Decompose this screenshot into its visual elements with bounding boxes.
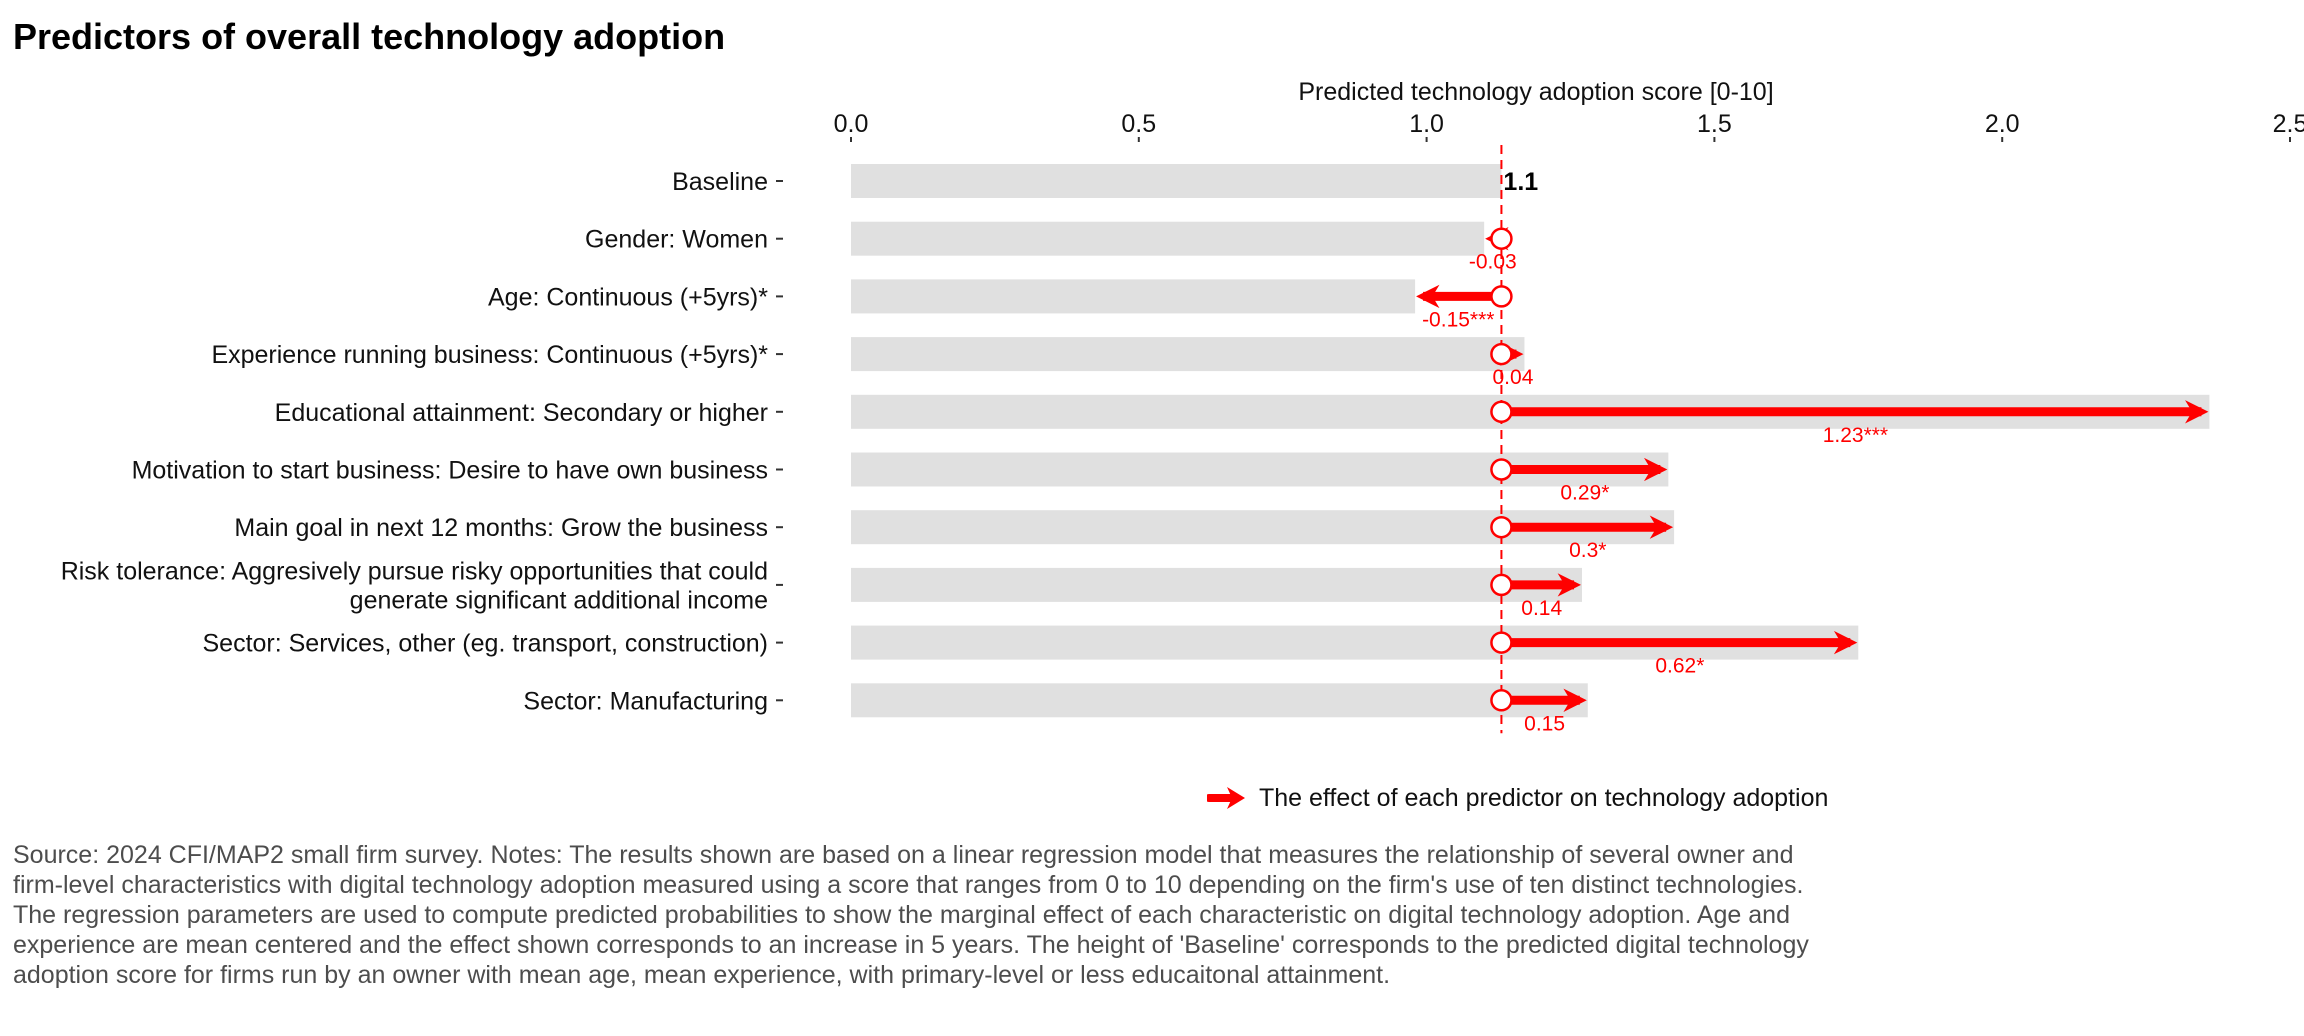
category-label: Motivation to start business: Desire to … [132,457,768,485]
x-axis: 0.0 0.5 1.0 1.5 2.0 2.5 [834,110,2304,142]
effect-value-label: 0.15 [1524,712,1565,735]
bar [851,164,1502,198]
category-label: Sector: Manufacturing [523,687,768,715]
category-label: Sector: Services, other (eg. transport, … [202,630,768,658]
category-label: Baseline [672,168,768,196]
x-tick-label: 1.5 [1697,110,1732,138]
x-tick-label: 1.0 [1409,110,1444,138]
effect-value-label: -0.15*** [1422,308,1494,331]
effect-value-label: 0.14 [1521,597,1562,620]
effect-value-label: -0.03 [1469,251,1517,274]
source-note: Source: 2024 CFI/MAP2 small firm survey.… [13,841,1809,989]
bar [851,683,1588,718]
bars [851,164,2210,718]
category-label: Educational attainment: Secondary or hig… [275,399,768,427]
baseline-point [1490,342,1513,366]
bar [851,567,1583,602]
effect-value-label: 0.3* [1569,539,1606,562]
bar [851,221,1485,256]
category-label: Age: Continuous (+5yrs)* [488,283,768,311]
bar [851,337,1525,372]
effect-value-label: 0.29* [1560,482,1609,505]
legend: The effect of each predictor on technolo… [1207,781,1828,815]
baseline-point [1490,400,1513,424]
baseline-point [1490,631,1513,654]
category-label: Gender: Women [585,226,768,254]
effect-value-label: 0.62* [1655,655,1704,678]
x-tick-label: 0.5 [1121,110,1156,138]
legend-label: The effect of each predictor on technolo… [1259,783,1829,812]
baseline-point [1490,515,1513,539]
category-labels: Baseline Gender: Women Age: Continuous (+5… [61,168,783,715]
baseline-value-label: 1.1 [1503,168,1538,196]
x-tick-label: 2.0 [1985,110,2020,138]
baseline-point [1490,689,1513,712]
red-arrow-icon [1207,787,1245,809]
x-tick-label: 2.5 [2273,110,2304,138]
category-label: Experience running business: Continuous … [211,341,768,369]
category-label: Risk tolerance: Aggresively pursue risky… [61,557,768,614]
effect-value-label: 0.04 [1493,366,1534,389]
baseline-point [1490,227,1513,250]
chart-plot: Predicted technology adoption score [0-1… [61,78,2304,735]
baseline-point [1490,458,1513,481]
category-label: Main goal in next 12 months: Grow the bu… [234,514,768,542]
baseline-point [1490,285,1513,308]
chart-title: Predictors of overall technology adoptio… [13,16,726,57]
x-axis-title: Predicted technology adoption score [0-1… [1298,78,1773,106]
baseline-point [1490,573,1513,597]
bar [851,279,1416,314]
effect-value-label: 1.23*** [1823,424,1888,447]
effect-arrows: 1.1 -0.03 -0.15*** 0.04 1.23*** 0.29* 0.3* 0.14… [1416,168,2209,735]
x-tick-label: 0.0 [834,110,869,138]
